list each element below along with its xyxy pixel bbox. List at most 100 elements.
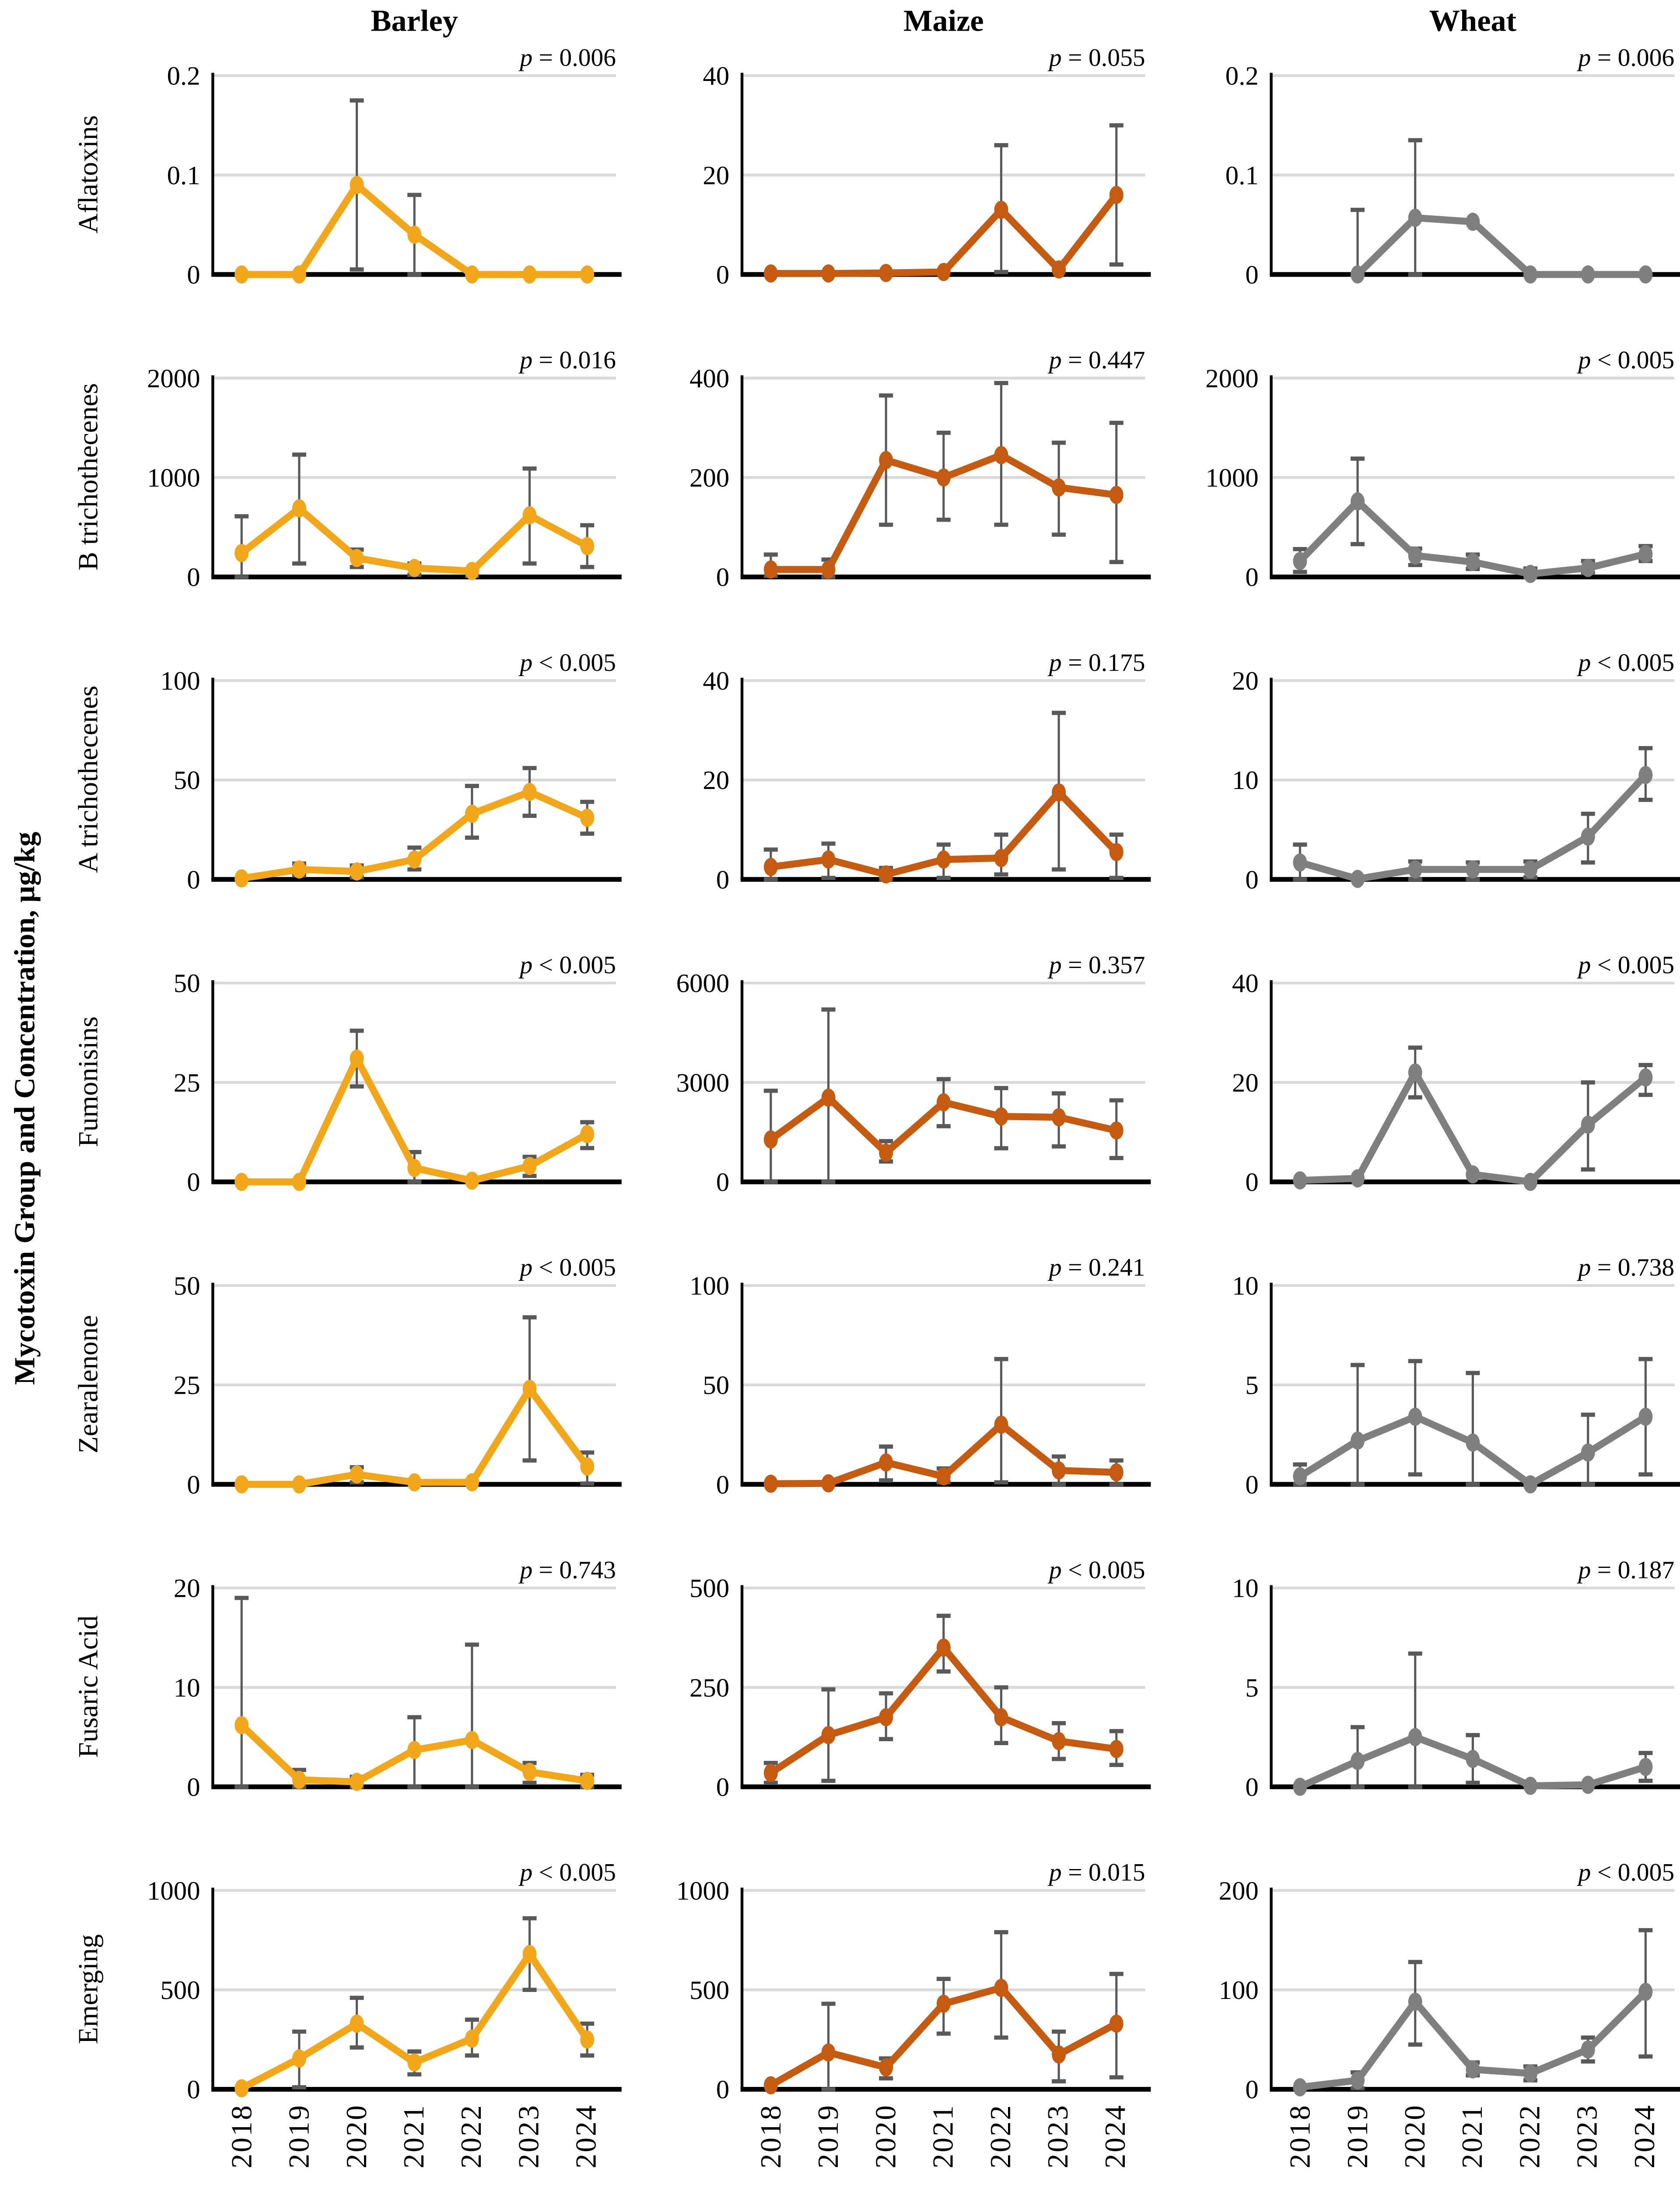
data-point (879, 1453, 893, 1472)
data-point (1581, 828, 1595, 846)
y-tick-label: 100 (690, 1271, 729, 1301)
data-point (1293, 1171, 1307, 1190)
y-tick-label: 250 (690, 1673, 729, 1703)
y-tick-label: 0 (1245, 1470, 1258, 1500)
data-point (1109, 1121, 1124, 1140)
y-tick-label: 0 (187, 865, 200, 894)
y-tick-label: 200 (1219, 1876, 1259, 1906)
data-point (580, 1771, 595, 1790)
data-point (350, 1049, 364, 1068)
data-point (879, 263, 893, 282)
p-value-label: p = 0.241 (1047, 1254, 1145, 1281)
y-tick-label: 0.2 (1225, 62, 1259, 91)
data-point (879, 2058, 893, 2077)
error-bars (1351, 1651, 1653, 1789)
y-tick-label: 0 (187, 2075, 200, 2104)
data-point (821, 1726, 836, 1744)
y-tick-label: 50 (174, 766, 200, 795)
data-point (1351, 265, 1365, 284)
data-point (580, 1457, 595, 1476)
y-tick-label: 0 (1245, 865, 1258, 894)
data-point (1293, 2078, 1307, 2097)
data-point (1638, 766, 1653, 784)
series-line (238, 1385, 591, 1488)
y-tick-label: 20 (703, 161, 729, 190)
data-point (1581, 1115, 1595, 1134)
y-tick-label: 20 (1232, 1068, 1259, 1098)
p-value-label: p < 0.005 (1577, 1859, 1675, 1886)
error-bars (350, 1028, 595, 1184)
y-tick-label: 10 (1232, 1271, 1259, 1301)
data-point (407, 1473, 422, 1492)
p-value-label: p = 0.357 (1047, 951, 1145, 979)
panel-barley-zearalenone: 0 25 50 p < 0.005 (174, 1254, 622, 1500)
data-point (879, 865, 893, 884)
data-point (1052, 783, 1066, 802)
x-tick-label-2021: 2021 (397, 2104, 430, 2169)
p-value-label: p < 0.005 (518, 951, 616, 979)
data-point (1581, 265, 1595, 284)
x-tick-label-2022: 2022 (1513, 2104, 1547, 2169)
data-point (1052, 260, 1066, 279)
row-label-fumonisins: Fumonisins (74, 1016, 105, 1147)
panel-maize-zearalenone: 0 50 100 p = 0.241 (690, 1254, 1151, 1500)
data-point (1052, 478, 1066, 497)
column-header-maize: Maize (903, 3, 984, 38)
data-point (1293, 1467, 1307, 1486)
p-value-label: p = 0.447 (1047, 347, 1145, 374)
data-point (465, 1171, 479, 1190)
y-tick-label: 20 (1232, 666, 1259, 696)
y-tick-label: 100 (1219, 1976, 1259, 2005)
data-point (1408, 1992, 1422, 2011)
x-tick-label-2023: 2023 (512, 2104, 546, 2169)
data-point (1638, 545, 1653, 563)
data-point (234, 1173, 249, 1191)
data-point (580, 2030, 595, 2049)
data-point (1638, 1407, 1653, 1426)
row-label-emerging: Emerging (74, 1934, 105, 2044)
p-value-label: p = 0.006 (1577, 44, 1675, 71)
data-point (292, 2049, 306, 2068)
error-bars (1293, 746, 1653, 882)
data-point (1109, 1463, 1124, 1482)
x-tick-label-2021: 2021 (926, 2104, 960, 2169)
p-value-label: p < 0.005 (1047, 1556, 1145, 1584)
y-tick-label: 20 (174, 1574, 200, 1603)
y-tick-label: 0 (716, 1470, 729, 1500)
x-tick-label-2024: 2024 (570, 2104, 603, 2169)
y-tick-label: 2000 (147, 364, 200, 393)
y-tick-label: 6000 (676, 969, 730, 998)
x-tick-label-2023: 2023 (1570, 2104, 1604, 2169)
data-point (763, 264, 778, 283)
data-point (1638, 1982, 1653, 2001)
y-tick-label: 10 (1232, 766, 1259, 795)
x-tick-label-2022: 2022 (454, 2104, 488, 2169)
data-point (292, 1771, 306, 1789)
data-point (465, 1731, 479, 1750)
series-line (1354, 214, 1649, 278)
y-tick-label: 40 (1232, 969, 1259, 998)
y-tick-label: 25 (174, 1371, 200, 1400)
data-point (1638, 1068, 1653, 1087)
panel-maize-emerging: 0 500 1000 p = 0.015 (676, 1859, 1151, 2104)
data-point (407, 559, 422, 577)
y-tick-label: 1000 (676, 1876, 730, 1906)
data-point (292, 265, 306, 284)
row-label-zearalenone: Zearalenone (74, 1315, 105, 1454)
y-tick-label: 0.1 (1225, 161, 1259, 190)
x-tick-label-2024: 2024 (1628, 2104, 1662, 2169)
error-bars (1351, 138, 1422, 277)
panel-wheat-emerging: 0 100 200 p < 0.005 (1219, 1859, 1680, 2104)
panel-wheat-b-trichothecenes: 0 1000 2000 p < 0.005 (1205, 347, 1680, 592)
x-tick-label-2020: 2020 (868, 2104, 902, 2169)
data-point (350, 175, 364, 194)
data-point (1523, 1173, 1538, 1191)
data-point (936, 850, 951, 869)
p-value-label: p = 0.738 (1577, 1254, 1675, 1281)
data-point (1523, 860, 1538, 879)
data-point (234, 2079, 249, 2097)
data-point (522, 782, 537, 801)
data-point (234, 1716, 249, 1735)
y-tick-label: 0 (716, 260, 729, 290)
data-point (1523, 565, 1538, 583)
